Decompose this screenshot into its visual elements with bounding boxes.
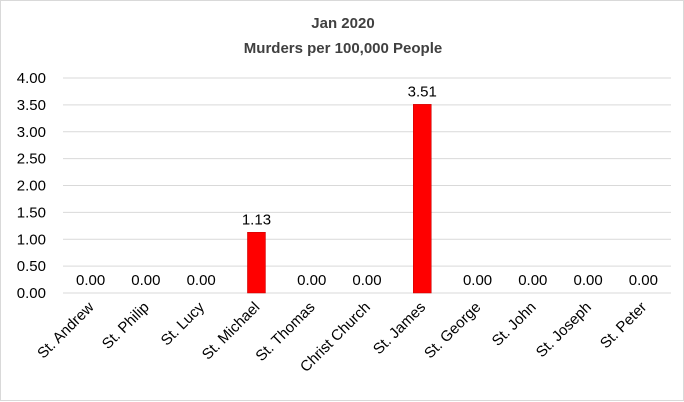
data-label: 3.51 <box>408 83 437 100</box>
data-label: 0.00 <box>518 272 547 289</box>
chart-title: Jan 2020 <box>311 15 374 32</box>
y-tick-label: 2.50 <box>17 151 46 168</box>
x-tick-label: St. Peter <box>597 299 650 352</box>
data-label: 0.00 <box>187 272 216 289</box>
y-tick-label: 2.00 <box>17 178 46 195</box>
data-label: 1.13 <box>242 211 271 228</box>
bar <box>413 104 432 294</box>
x-tick-label: St. Lucy <box>158 298 209 349</box>
data-label: 0.00 <box>573 272 602 289</box>
x-tick-label: St. Andrew <box>34 299 97 362</box>
x-tick-label: St. James <box>370 299 429 358</box>
data-labels: 0.00 0.00 0.00 1.13 0.00 0.00 3.51 0.00 0.00 0.00… <box>76 83 658 289</box>
chart-subtitle: Murders per 100,000 People <box>244 40 442 57</box>
data-label: 0.00 <box>629 272 658 289</box>
y-tick-label: 3.50 <box>17 97 46 114</box>
data-label: 0.00 <box>76 272 105 289</box>
x-tick-label: St. John <box>489 299 540 350</box>
y-tick-label: 4.00 <box>17 70 46 87</box>
data-label: 0.00 <box>352 272 381 289</box>
data-label: 0.00 <box>297 272 326 289</box>
y-tick-label: 3.00 <box>17 124 46 141</box>
x-tick-label: St. George <box>421 299 484 362</box>
x-tick-label: St. Philip <box>99 299 153 353</box>
x-tick-label: St. Joseph <box>533 299 595 361</box>
bar <box>247 232 266 294</box>
y-tick-label: 1.00 <box>17 231 46 248</box>
gridlines <box>63 77 671 294</box>
data-label: 0.00 <box>131 272 160 289</box>
bars <box>247 104 432 294</box>
y-tick-label: 0.50 <box>17 258 46 275</box>
y-tick-label: 0.00 <box>17 285 46 302</box>
y-axis: 0.00 0.50 1.00 1.50 2.00 2.50 3.00 3.50 4.00 <box>17 70 46 302</box>
y-tick-label: 1.50 <box>17 204 46 221</box>
data-label: 0.00 <box>463 272 492 289</box>
